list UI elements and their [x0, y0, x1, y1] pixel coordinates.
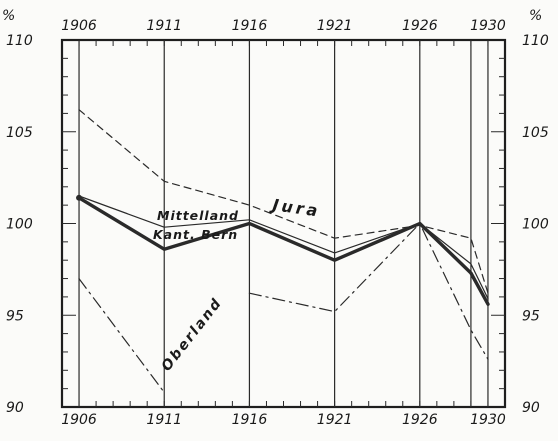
x-tick-label-bottom-1911: 1911: [146, 412, 182, 428]
y-tick-label-left-90: 90: [6, 400, 24, 416]
x-tick-label-top-1930: 1930: [470, 18, 506, 34]
series-label-mittelland: Mittelland: [157, 208, 239, 223]
y-tick-label-right-95: 95: [522, 308, 540, 324]
x-tick-label-bottom-1906: 1906: [61, 412, 97, 428]
y-tick-label-right-90: 90: [522, 400, 540, 416]
x-tick-label-bottom-1921: 1921: [317, 412, 353, 428]
x-tick-label-top-1921: 1921: [317, 18, 353, 34]
series-label-kant-bern: Kant. Bern: [153, 227, 238, 242]
x-tick-label-top-1926: 1926: [402, 18, 438, 34]
x-tick-label-bottom-1916: 1916: [232, 412, 268, 428]
series-line-mittelland: [78, 195, 489, 300]
y-unit-right: %: [529, 8, 542, 24]
x-tick-label-top-1916: 1916: [232, 18, 268, 34]
y-tick-label-left-105: 105: [6, 125, 33, 141]
series-group: [76, 109, 490, 393]
grid: [60, 38, 507, 409]
y-tick-label-left-110: 110: [6, 33, 33, 49]
tick-labels: 1906 1906 1911 1911 1916 1916 1921 1921 1926 1926…: [6, 18, 549, 428]
series-label-jura: Jura: [268, 195, 321, 221]
x-tick-label-bottom-1926: 1926: [402, 412, 438, 428]
x-tick-label-top-1911: 1911: [146, 18, 182, 34]
series-start-marker: [76, 194, 83, 201]
y-tick-label-right-110: 110: [522, 33, 549, 49]
x-tick-label-top-1906: 1906: [61, 18, 97, 34]
y-tick-label-left-100: 100: [6, 217, 33, 233]
series-line-oberland: [78, 222, 489, 393]
x-tick-label-bottom-1930: 1930: [470, 412, 506, 428]
y-unit-left: %: [2, 8, 15, 24]
series-line-kant-bern: [77, 196, 490, 306]
plot-frame: [60, 38, 507, 409]
y-tick-label-left-95: 95: [6, 308, 24, 324]
y-tick-label-right-100: 100: [522, 217, 549, 233]
series-line-jura: [78, 109, 489, 294]
y-tick-label-right-105: 105: [522, 125, 549, 141]
series-label-oberland: Oberland: [159, 295, 226, 375]
